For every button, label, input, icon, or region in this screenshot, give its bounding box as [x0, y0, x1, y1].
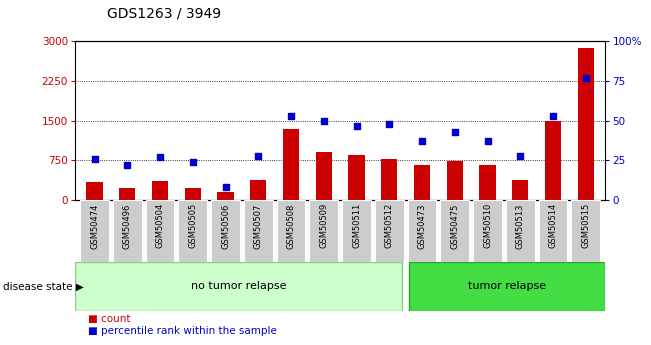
Bar — [479, 165, 495, 200]
Point — [220, 185, 230, 190]
Point — [286, 113, 296, 119]
Text: GSM50475: GSM50475 — [450, 203, 459, 249]
FancyBboxPatch shape — [572, 200, 600, 262]
FancyBboxPatch shape — [75, 262, 402, 310]
Point — [548, 113, 559, 119]
Point — [155, 155, 165, 160]
Text: GSM50506: GSM50506 — [221, 203, 230, 249]
Bar — [283, 129, 299, 200]
FancyBboxPatch shape — [309, 200, 338, 262]
Bar — [87, 181, 103, 200]
Bar — [119, 188, 135, 200]
FancyBboxPatch shape — [244, 200, 273, 262]
Point — [253, 153, 264, 158]
Point — [450, 129, 460, 135]
Bar — [316, 152, 332, 200]
Text: ■ count: ■ count — [88, 314, 130, 324]
Text: no tumor relapse: no tumor relapse — [191, 282, 286, 291]
Text: GSM50473: GSM50473 — [417, 203, 426, 249]
Text: GSM50496: GSM50496 — [123, 203, 132, 249]
Bar — [185, 188, 201, 200]
Point — [417, 139, 427, 144]
Point — [384, 121, 395, 127]
Text: GSM50509: GSM50509 — [319, 203, 328, 248]
Bar — [217, 192, 234, 200]
Bar — [447, 161, 463, 200]
FancyBboxPatch shape — [473, 200, 502, 262]
Text: tumor relapse: tumor relapse — [468, 282, 546, 291]
FancyBboxPatch shape — [211, 200, 240, 262]
Text: GSM50512: GSM50512 — [385, 203, 394, 248]
Bar — [381, 159, 398, 200]
FancyBboxPatch shape — [375, 200, 404, 262]
Text: GSM50514: GSM50514 — [549, 203, 557, 248]
Bar — [414, 165, 430, 200]
Point — [581, 75, 591, 81]
Bar — [545, 121, 561, 200]
Point — [352, 123, 362, 128]
Bar — [512, 180, 529, 200]
FancyBboxPatch shape — [440, 200, 469, 262]
FancyBboxPatch shape — [80, 200, 109, 262]
Point — [89, 156, 100, 161]
FancyBboxPatch shape — [408, 200, 436, 262]
FancyBboxPatch shape — [113, 200, 142, 262]
Text: GDS1263 / 3949: GDS1263 / 3949 — [107, 7, 221, 21]
FancyBboxPatch shape — [409, 262, 605, 310]
Text: GSM50507: GSM50507 — [254, 203, 263, 249]
Bar — [250, 180, 266, 200]
Text: GSM50504: GSM50504 — [156, 203, 165, 248]
FancyBboxPatch shape — [178, 200, 207, 262]
Point — [482, 139, 493, 144]
Point — [515, 153, 525, 158]
FancyBboxPatch shape — [342, 200, 371, 262]
Bar — [152, 180, 168, 200]
Text: GSM50505: GSM50505 — [188, 203, 197, 248]
Text: GSM50510: GSM50510 — [483, 203, 492, 248]
Point — [187, 159, 198, 165]
Bar — [348, 155, 365, 200]
FancyBboxPatch shape — [538, 200, 568, 262]
Bar — [577, 48, 594, 200]
FancyBboxPatch shape — [506, 200, 534, 262]
Text: disease state ▶: disease state ▶ — [3, 282, 84, 291]
FancyBboxPatch shape — [146, 200, 174, 262]
Point — [318, 118, 329, 124]
FancyBboxPatch shape — [277, 200, 305, 262]
Point — [122, 162, 132, 168]
Text: GSM50474: GSM50474 — [90, 203, 99, 249]
Text: GSM50515: GSM50515 — [581, 203, 590, 248]
Text: GSM50508: GSM50508 — [286, 203, 296, 249]
Text: GSM50513: GSM50513 — [516, 203, 525, 249]
Text: ■ percentile rank within the sample: ■ percentile rank within the sample — [88, 326, 277, 336]
Text: GSM50511: GSM50511 — [352, 203, 361, 248]
